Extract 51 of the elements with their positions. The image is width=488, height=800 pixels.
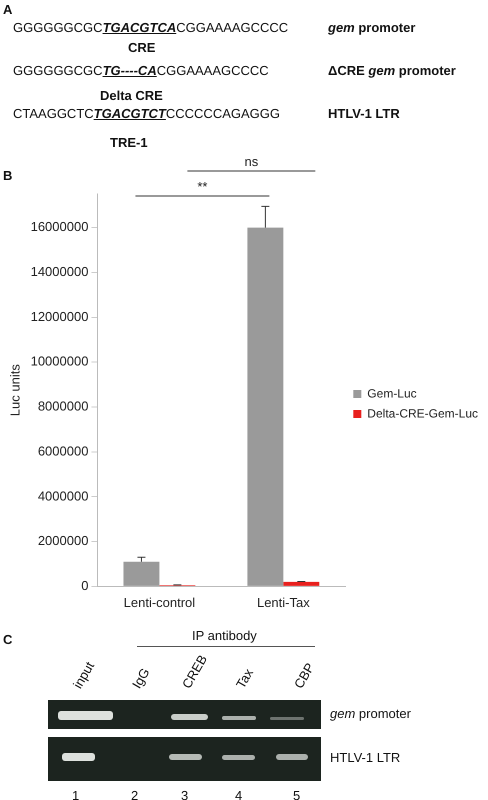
y-axis-title: Luc units (7, 364, 22, 416)
annotation: ** (197, 179, 208, 194)
text: CCCCCCAGAGGG (166, 106, 280, 121)
text: 1 (72, 788, 80, 800)
text: TG----CA (102, 63, 157, 78)
text: promoter (398, 63, 456, 78)
text: HTLV-1 LTR (330, 750, 400, 765)
legend-label: Gem-Luc (367, 386, 417, 400)
text: gem (328, 20, 355, 35)
legend-label: Delta-CRE-Gem-Luc (367, 406, 478, 420)
text: ΔCRE (328, 63, 365, 78)
text: GGGGGGCGC (13, 63, 103, 78)
text: 2 (131, 788, 138, 800)
text: CGGAAAAGCCCC (176, 20, 288, 35)
bar (247, 228, 284, 586)
bar (283, 582, 320, 586)
y-tick-label: 16000000 (30, 219, 88, 234)
text: HTLV-1 LTR (328, 106, 400, 121)
y-tick-label: 12000000 (30, 308, 88, 324)
text: A (3, 2, 12, 17)
x-tick-label: Lenti-Tax (256, 594, 310, 610)
text: CGGAAAAGCCCC (156, 63, 269, 78)
y-tick-label: 8000000 (38, 398, 88, 414)
y-tick-label: 14000000 (30, 264, 88, 280)
x-tick-label: Lenti-control (124, 594, 196, 610)
text: ns (244, 154, 259, 169)
bar (123, 562, 160, 586)
text: TRE-1 (110, 135, 148, 150)
y-tick-label: 4000000 (38, 488, 88, 504)
text: CTAAGGCTC (13, 106, 94, 121)
y-tick-label: 0 (81, 578, 88, 593)
y-tick-label: 2000000 (38, 533, 88, 548)
text: gem (368, 63, 396, 78)
text: Delta CRE (100, 88, 163, 103)
text: 5 (293, 788, 300, 800)
text: promoter (358, 706, 411, 721)
text: IgG (129, 665, 152, 691)
text: Tax (233, 666, 256, 691)
text: 4 (235, 788, 242, 800)
text: GGGGGGCGC (13, 20, 103, 35)
y-tick-label: 10000000 (30, 354, 88, 369)
text: C (3, 632, 12, 647)
y-tick-label: 6000000 (38, 443, 88, 458)
text: CRE (128, 40, 156, 55)
text: promoter (358, 20, 416, 35)
text: 3 (181, 788, 188, 800)
text: TGACGTCT (94, 106, 166, 121)
text: gem (330, 706, 356, 721)
text: TGACGTCA (102, 20, 176, 35)
text: IP antibody (192, 628, 257, 643)
text: B (3, 168, 12, 183)
